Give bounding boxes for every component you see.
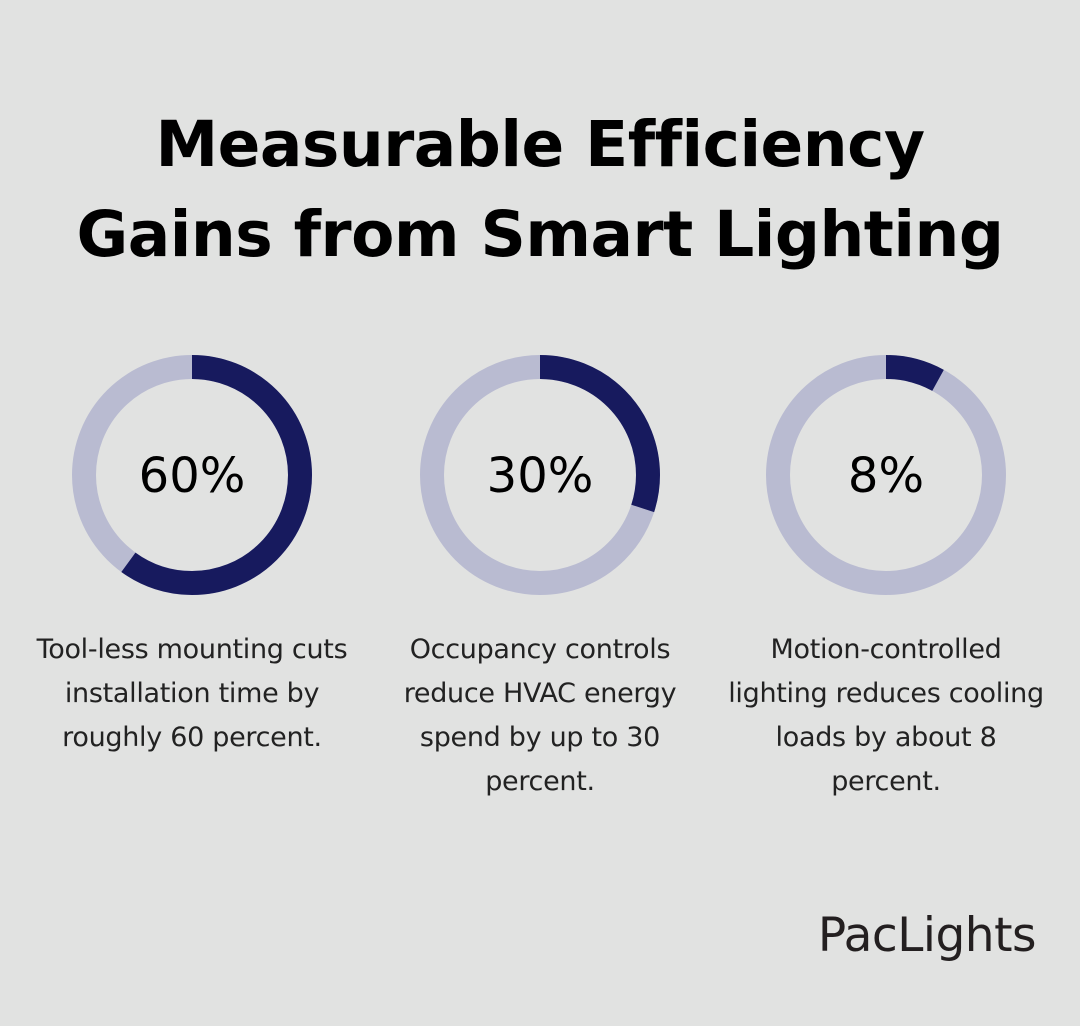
stat-description: Tool-less mounting cuts installation tim… <box>36 634 348 753</box>
donut-value-label: 60% <box>139 448 246 504</box>
page-title: Measurable Efficiency Gains from Smart L… <box>0 100 1080 280</box>
donut-chart-cooling: 8% <box>766 355 1006 595</box>
stat-card-cooling: 8% Motion-controlled lighting reduces co… <box>721 350 1051 804</box>
donut-value-label: 30% <box>487 448 594 504</box>
stat-description: Occupancy controls reduce HVAC energy sp… <box>403 634 677 797</box>
donut-fill-cooling <box>766 355 1006 595</box>
donut-chart-hvac: 30% <box>420 355 660 595</box>
donut-fill-hvac <box>420 355 660 595</box>
brand-logo: PacLights <box>817 908 1037 963</box>
stat-description: Motion-controlled lighting reduces cooli… <box>728 634 1044 797</box>
title-line-2: Gains from Smart Lighting <box>76 198 1004 271</box>
donut-chart-installation: 60% <box>72 355 312 595</box>
title-line-1: Measurable Efficiency <box>155 108 925 181</box>
donut-fill-installation <box>72 355 312 595</box>
stat-card-installation: 60% Tool-less mounting cuts installation… <box>27 350 357 760</box>
stat-card-hvac: 30% Occupancy controls reduce HVAC energ… <box>375 350 705 804</box>
donut-value-label: 8% <box>848 448 924 504</box>
